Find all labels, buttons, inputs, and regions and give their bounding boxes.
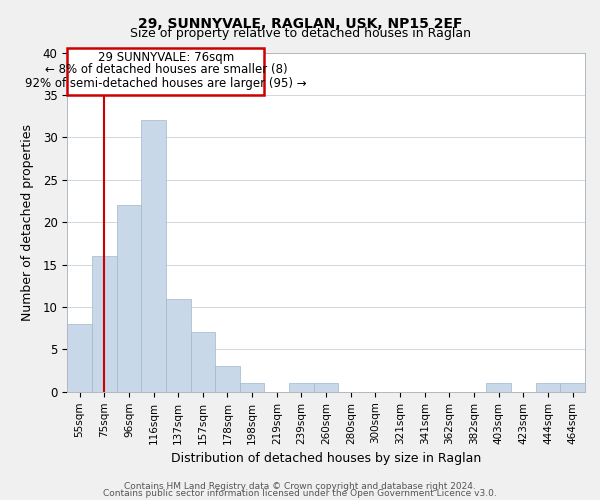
Bar <box>191 332 215 392</box>
Bar <box>240 384 265 392</box>
Text: 92% of semi-detached houses are larger (95) →: 92% of semi-detached houses are larger (… <box>25 76 307 90</box>
Text: 29 SUNNYVALE: 76sqm: 29 SUNNYVALE: 76sqm <box>98 51 234 64</box>
Text: 29, SUNNYVALE, RAGLAN, USK, NP15 2EF: 29, SUNNYVALE, RAGLAN, USK, NP15 2EF <box>138 18 462 32</box>
Bar <box>141 120 166 392</box>
FancyBboxPatch shape <box>67 48 265 95</box>
Text: Contains HM Land Registry data © Crown copyright and database right 2024.: Contains HM Land Registry data © Crown c… <box>124 482 476 491</box>
Bar <box>487 384 511 392</box>
Bar <box>536 384 560 392</box>
Bar <box>314 384 338 392</box>
Bar <box>560 384 585 392</box>
Text: Contains public sector information licensed under the Open Government Licence v3: Contains public sector information licen… <box>103 489 497 498</box>
Bar <box>289 384 314 392</box>
Bar <box>116 205 141 392</box>
Text: Size of property relative to detached houses in Raglan: Size of property relative to detached ho… <box>130 28 470 40</box>
Y-axis label: Number of detached properties: Number of detached properties <box>22 124 34 320</box>
Bar <box>92 256 116 392</box>
X-axis label: Distribution of detached houses by size in Raglan: Distribution of detached houses by size … <box>171 452 481 465</box>
Bar <box>215 366 240 392</box>
Bar <box>166 298 191 392</box>
Text: ← 8% of detached houses are smaller (8): ← 8% of detached houses are smaller (8) <box>44 63 287 76</box>
Bar <box>67 324 92 392</box>
